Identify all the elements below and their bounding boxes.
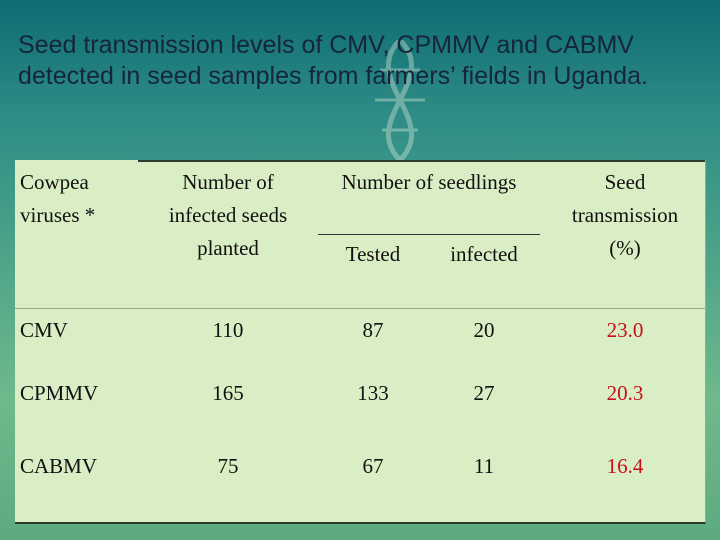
cell-transmission-rate: 20.3 — [606, 381, 644, 405]
seedlings-subheader-rule — [318, 234, 540, 235]
cell-tested: 133 — [357, 381, 389, 405]
cell-planted: 110 — [212, 318, 244, 342]
cell-virus: CABMV — [20, 454, 98, 478]
header-divider — [15, 308, 705, 309]
cell-infected: 27 — [473, 381, 495, 405]
table-top-rule — [138, 160, 705, 162]
column-header-tested: Tested — [345, 242, 401, 266]
cell-infected: 11 — [473, 454, 495, 478]
cell-virus: CMV — [20, 318, 68, 342]
cell-planted: 165 — [212, 381, 244, 405]
column-header-infected: infected — [450, 242, 518, 266]
column-group-header-seedlings: Number of seedlings — [341, 170, 517, 194]
cell-planted: 75 — [217, 454, 239, 478]
table-row-cpmmv: CPMMV 165 133 27 20.3 — [15, 373, 705, 413]
table-row-cabmv: CABMV 75 67 11 16.4 — [15, 446, 705, 486]
cell-infected: 20 — [473, 318, 495, 342]
seed-transmission-table: Cowpea viruses * Number of infected seed… — [15, 160, 706, 524]
column-header-virus: Cowpea viruses * — [20, 170, 96, 227]
column-header-seeds-planted: Number of infected seeds planted — [168, 170, 288, 260]
cell-tested: 67 — [362, 454, 384, 478]
slide-title: Seed transmission levels of CMV, CPMMV a… — [18, 31, 648, 90]
cell-transmission-rate: 16.4 — [606, 454, 644, 478]
cell-transmission-rate: 23.0 — [606, 318, 644, 342]
cell-tested: 87 — [362, 318, 384, 342]
cell-virus: CPMMV — [20, 381, 99, 405]
column-header-seed-transmission: Seed transmission (%) — [571, 170, 679, 260]
table-row-cmv: CMV 110 87 20 23.0 — [15, 310, 705, 350]
